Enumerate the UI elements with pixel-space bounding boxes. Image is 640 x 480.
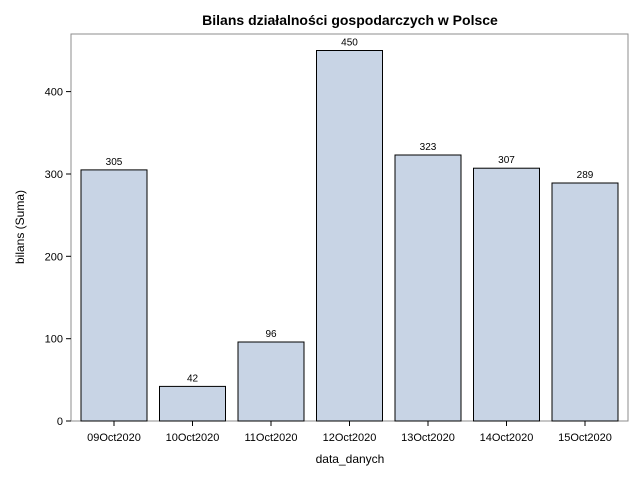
- bar-09Oct2020: [80, 169, 148, 422]
- data-label-14Oct2020: 307: [498, 155, 515, 166]
- y-axis: 0 100 200 300 400: [45, 87, 71, 428]
- x-tick-label-09Oct2020: 09Oct2020: [87, 432, 141, 444]
- x-axis-label: data_danych: [316, 452, 385, 466]
- y-tick-label-0: 0: [57, 416, 63, 428]
- data-label-10Oct2020: 42: [187, 373, 199, 384]
- y-tick-label-400: 400: [45, 87, 63, 99]
- data-label-11Oct2020: 96: [265, 329, 277, 340]
- y-tick-label-100: 100: [45, 334, 63, 346]
- data-label-12Oct2020: 450: [341, 38, 358, 49]
- bar-15Oct2020: [551, 182, 619, 422]
- x-tick-label-15Oct2020: 15Oct2020: [558, 432, 612, 444]
- bar-10Oct2020: [159, 385, 226, 422]
- x-tick-label-13Oct2020: 13Oct2020: [401, 432, 455, 444]
- y-tick-label-300: 300: [45, 169, 63, 181]
- bars-group: 305 42 96 450 323 307 289: [80, 38, 619, 422]
- y-tick-label-200: 200: [45, 251, 63, 263]
- x-tick-label-14Oct2020: 14Oct2020: [480, 432, 534, 444]
- bar-14Oct2020: [473, 167, 540, 422]
- x-axis: 09Oct2020 10Oct2020 11Oct2020 12Oct2020 13Oc…: [87, 421, 612, 444]
- x-tick-label-12Oct2020: 12Oct2020: [323, 432, 377, 444]
- bar-13Oct2020: [394, 154, 462, 422]
- bar-11Oct2020: [237, 341, 305, 422]
- x-tick-label-11Oct2020: 11Oct2020: [244, 432, 297, 444]
- y-axis-label: bilans (Suma): [13, 190, 27, 264]
- chart-title: Bilans działalności gospodarczych w Pols…: [202, 12, 498, 28]
- data-label-15Oct2020: 289: [577, 170, 594, 181]
- data-label-09Oct2020: 305: [106, 157, 123, 168]
- x-tick-label-10Oct2020: 10Oct2020: [166, 432, 220, 444]
- data-label-13Oct2020: 323: [420, 142, 437, 153]
- bar-12Oct2020: [316, 50, 383, 422]
